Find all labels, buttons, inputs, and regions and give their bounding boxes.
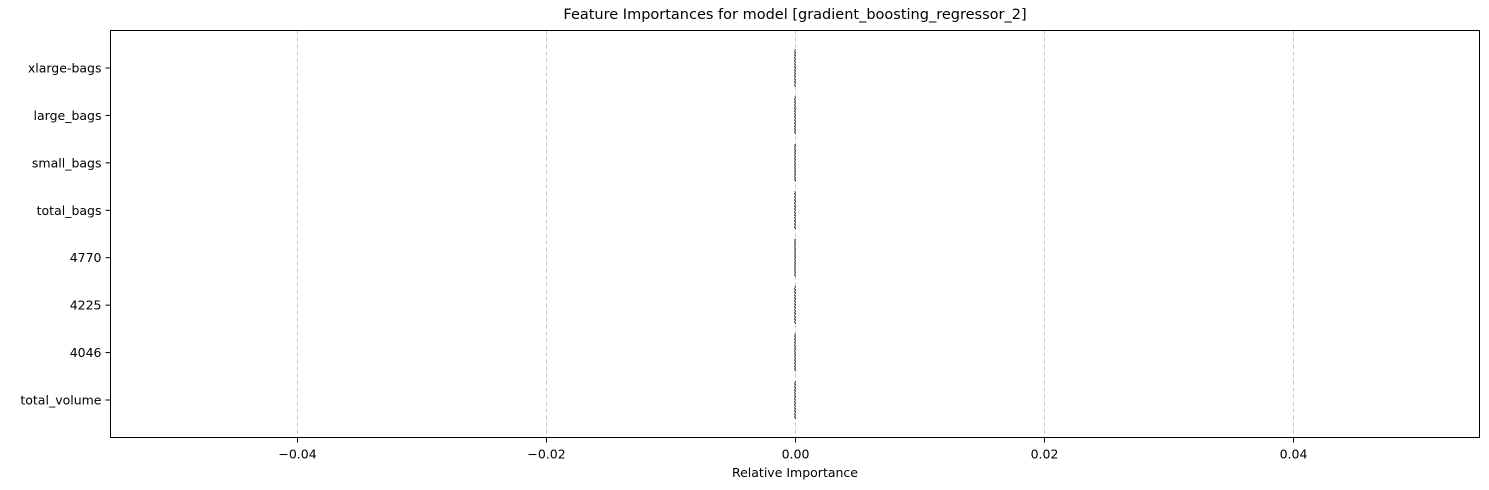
y-tick-label: xlarge-bags xyxy=(28,61,102,76)
bar xyxy=(794,238,796,277)
x-axis-label: Relative Importance xyxy=(732,465,858,480)
y-tick-label: 4046 xyxy=(70,345,102,360)
y-axis-ticks: total_volume 4046 4225 4770 total_bags small_… xyxy=(20,61,111,408)
x-axis-ticks: −0.04 −0.02 0.00 0.02 0.04 xyxy=(278,437,1308,462)
bar xyxy=(794,286,796,324)
bar xyxy=(794,381,796,419)
y-tick-label: 4225 xyxy=(70,298,102,313)
grid-lines xyxy=(297,30,1294,438)
chart-title: Feature Importances for model [gradient_… xyxy=(563,7,1026,23)
bar xyxy=(794,333,796,372)
y-tick-label: total_bags xyxy=(37,203,102,218)
bars xyxy=(794,49,796,419)
x-tick-label: 0.04 xyxy=(1280,447,1308,462)
x-tick-label: −0.04 xyxy=(278,447,316,462)
bar xyxy=(794,96,796,135)
y-tick-label: 4770 xyxy=(70,250,102,265)
x-tick-label: −0.02 xyxy=(527,447,565,462)
bar xyxy=(794,191,796,230)
bar xyxy=(794,49,796,87)
y-tick-label: total_volume xyxy=(20,393,101,408)
x-tick-label: 0.02 xyxy=(1031,447,1059,462)
x-tick-label: 0.00 xyxy=(782,447,810,462)
y-tick-label: large_bags xyxy=(34,108,102,123)
y-tick-label: small_bags xyxy=(32,155,102,170)
bar xyxy=(794,144,796,182)
